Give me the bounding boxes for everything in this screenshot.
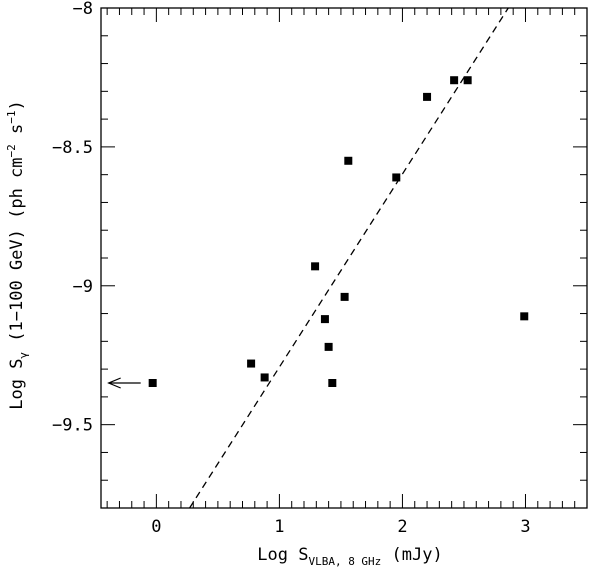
data-point xyxy=(450,76,459,85)
upper-limit-point xyxy=(148,379,157,387)
y-tick-label: −9.5 xyxy=(52,416,93,436)
data-point xyxy=(324,342,333,351)
fit-line xyxy=(189,7,509,509)
data-point xyxy=(247,359,256,368)
y-axis-label: Log Sγ (1−100 GeV) (ph cm−2 s−1) xyxy=(5,100,30,410)
x-tick-label: 0 xyxy=(151,517,161,537)
data-point xyxy=(340,292,349,301)
x-tick-label: 1 xyxy=(274,517,284,537)
axis-ticks xyxy=(101,7,588,509)
data-point xyxy=(328,379,337,387)
data-point xyxy=(463,76,472,85)
plot-frame xyxy=(100,7,588,509)
x-tick-label: 3 xyxy=(520,517,530,537)
x-axis-label: Log SVLBA, 8 GHz (mJy) xyxy=(257,545,442,568)
y-tick-label: −8 xyxy=(73,0,93,19)
data-point xyxy=(344,156,353,165)
data-point xyxy=(260,373,269,382)
data-points xyxy=(247,76,529,387)
x-tick-label: 2 xyxy=(397,517,407,537)
tick-labels: 0 1 2 3 −8 −8.5 −9 −9.5 xyxy=(52,0,531,537)
upper-limit-arrow-head xyxy=(107,377,121,389)
data-point xyxy=(423,92,432,101)
fit-line-layer xyxy=(189,7,509,509)
data-point xyxy=(311,262,320,271)
y-tick-label: −8.5 xyxy=(52,138,93,158)
data-point xyxy=(520,312,529,321)
y-tick-label: −9 xyxy=(73,277,93,297)
data-point xyxy=(392,173,401,182)
upper-limits xyxy=(107,377,157,389)
data-point xyxy=(320,315,329,324)
